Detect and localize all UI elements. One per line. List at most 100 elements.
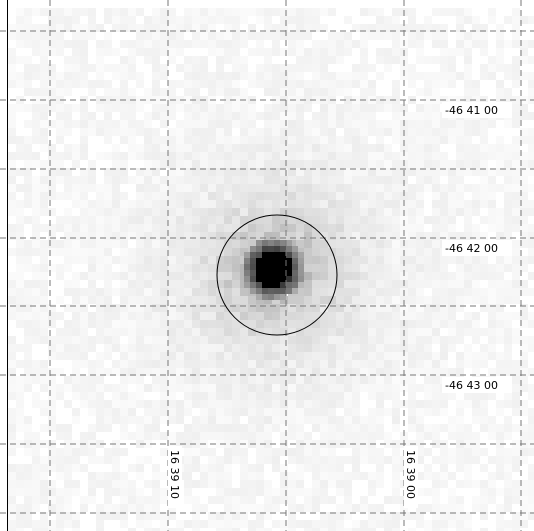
pixel <box>176 152 184 160</box>
pixel <box>112 344 120 352</box>
pixel <box>432 56 440 64</box>
pixel <box>328 424 336 432</box>
pixel <box>88 360 96 368</box>
pixel <box>192 248 200 256</box>
pixel <box>280 304 288 312</box>
pixel <box>264 136 272 144</box>
pixel <box>200 40 208 48</box>
pixel <box>296 344 304 352</box>
pixel <box>480 192 488 200</box>
pixel <box>392 304 400 312</box>
pixel <box>96 256 104 264</box>
pixel <box>136 392 144 400</box>
pixel <box>24 80 32 88</box>
pixel <box>480 184 488 192</box>
pixel <box>208 344 216 352</box>
pixel <box>128 504 136 512</box>
pixel <box>160 144 168 152</box>
pixel <box>24 176 32 184</box>
pixel <box>480 416 488 424</box>
pixel <box>352 264 360 272</box>
pixel <box>200 520 208 528</box>
pixel <box>464 424 472 432</box>
pixel <box>32 272 40 280</box>
pixel <box>480 256 488 264</box>
pixel <box>320 296 328 304</box>
pixel <box>240 488 248 496</box>
pixel <box>272 88 280 96</box>
pixel <box>216 72 224 80</box>
pixel <box>16 200 24 208</box>
pixel <box>16 504 24 512</box>
pixel <box>344 288 352 296</box>
pixel <box>336 504 344 512</box>
pixel <box>440 424 448 432</box>
pixel <box>256 72 264 80</box>
pixel <box>424 176 432 184</box>
pixel <box>448 432 456 440</box>
pixel <box>464 64 472 72</box>
pixel <box>376 464 384 472</box>
pixel <box>264 488 272 496</box>
pixel <box>176 64 184 72</box>
pixel <box>264 448 272 456</box>
pixel <box>344 40 352 48</box>
pixel <box>368 216 376 224</box>
pixel <box>8 312 16 320</box>
pixel <box>16 216 24 224</box>
pixel <box>72 192 80 200</box>
pixel <box>288 232 296 240</box>
pixel <box>440 280 448 288</box>
pixel <box>152 312 160 320</box>
pixel <box>64 192 72 200</box>
pixel <box>528 472 534 480</box>
pixel <box>256 416 264 424</box>
pixel <box>448 280 456 288</box>
pixel <box>160 432 168 440</box>
pixel <box>96 48 104 56</box>
pixel <box>120 384 128 392</box>
pixel <box>256 8 264 16</box>
pixel <box>360 504 368 512</box>
pixel <box>360 160 368 168</box>
pixel <box>224 360 232 368</box>
pixel <box>56 160 64 168</box>
pixel <box>464 296 472 304</box>
pixel <box>262 294 268 300</box>
pixel <box>8 272 16 280</box>
pixel <box>416 360 424 368</box>
pixel <box>344 16 352 24</box>
pixel <box>152 40 160 48</box>
pixel <box>152 384 160 392</box>
pixel <box>128 200 136 208</box>
pixel <box>408 128 416 136</box>
pixel <box>64 224 72 232</box>
pixel <box>88 272 96 280</box>
pixel <box>352 312 360 320</box>
pixel <box>360 336 368 344</box>
pixel <box>256 258 262 264</box>
pixel <box>272 104 280 112</box>
pixel <box>32 216 40 224</box>
pixel <box>160 48 168 56</box>
pixel <box>288 32 296 40</box>
dec-label: -46 41 00 <box>445 104 498 117</box>
pixel <box>480 296 488 304</box>
pixel <box>488 336 496 344</box>
pixel <box>472 192 480 200</box>
pixel <box>262 240 268 246</box>
pixel <box>320 424 328 432</box>
pixel <box>208 152 216 160</box>
pixel <box>8 176 16 184</box>
pixel <box>416 432 424 440</box>
pixel <box>312 456 320 464</box>
pixel <box>248 232 256 240</box>
pixel <box>424 360 432 368</box>
pixel <box>464 256 472 264</box>
pixel <box>336 432 344 440</box>
pixel <box>120 160 128 168</box>
pixel <box>128 312 136 320</box>
pixel <box>472 208 480 216</box>
pixel <box>312 176 320 184</box>
pixel <box>352 376 360 384</box>
